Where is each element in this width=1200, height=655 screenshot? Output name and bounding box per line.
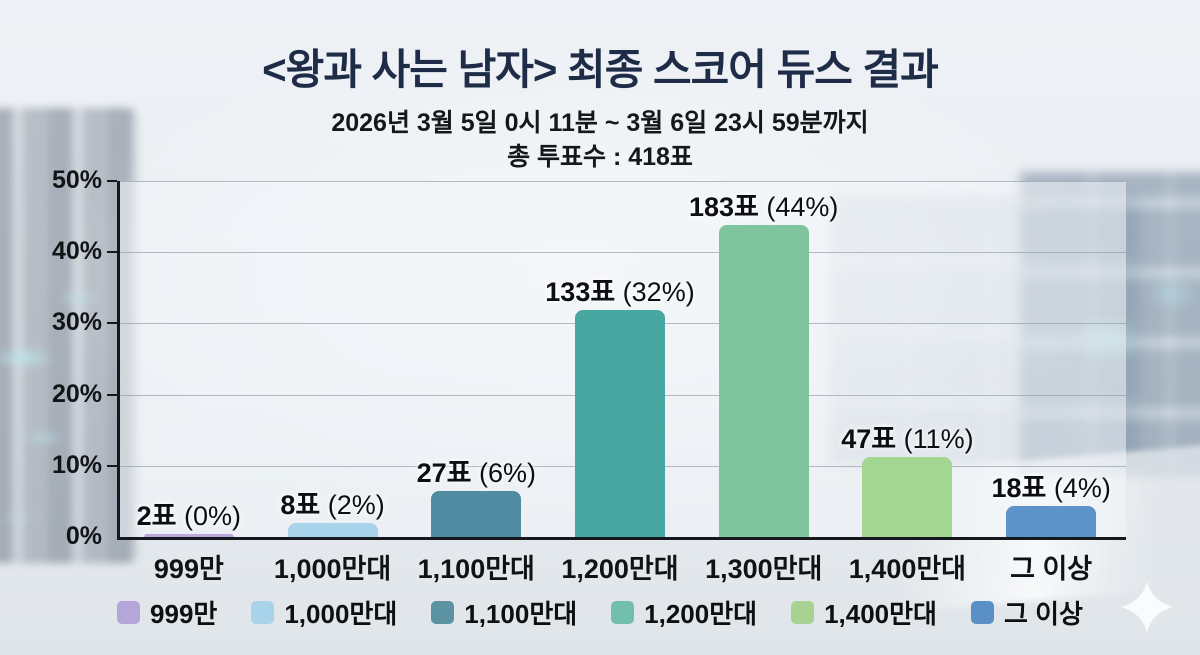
sparkle-icon xyxy=(1121,581,1173,633)
y-axis-tick xyxy=(107,251,117,254)
bar-value-label: 8표 (2%) xyxy=(280,490,385,521)
y-axis-tick xyxy=(107,393,117,396)
bar xyxy=(431,491,522,537)
legend-label: 그 이상 xyxy=(1003,598,1083,629)
bar-value-label: 47표 (11%) xyxy=(841,423,974,454)
bar xyxy=(287,523,378,537)
bar-value-label: 18표 (4%) xyxy=(991,473,1111,504)
legend-label: 999만 xyxy=(150,598,218,629)
bar-value-label: 27표 (6%) xyxy=(416,458,536,488)
x-axis-category-label: 999만 xyxy=(153,554,224,584)
legend-label: 1,400만대 xyxy=(824,598,937,629)
bar xyxy=(862,456,953,537)
y-axis-tick xyxy=(107,322,117,325)
x-axis-category-label: 1,100만대 xyxy=(417,554,535,584)
x-axis-category-label: 1,000만대 xyxy=(273,554,392,584)
bar xyxy=(1006,506,1097,537)
legend-item: 1,200만대 xyxy=(611,594,757,631)
y-axis-label: 50% xyxy=(51,166,102,194)
bar-value-label: 133표 (32%) xyxy=(545,277,695,308)
legend-swatch xyxy=(970,600,994,624)
legend-swatch xyxy=(791,600,815,624)
legend-swatch xyxy=(251,600,275,624)
legend-swatch xyxy=(611,600,635,624)
chart-title: <왕과 사는 남자> 최종 스코어 듀스 결과 xyxy=(262,46,939,93)
legend-label: 1,200만대 xyxy=(644,598,758,629)
legend-label: 1,000만대 xyxy=(284,598,398,629)
bar xyxy=(143,533,234,537)
bar-value-label: 183표 (44%) xyxy=(688,192,839,223)
legend-label: 1,100만대 xyxy=(464,598,578,629)
y-axis-label: 20% xyxy=(51,379,102,408)
bar-value-label: 2표 (0%) xyxy=(136,500,242,531)
legend-item: 999만 xyxy=(117,594,217,631)
x-axis-category-label: 1,200만대 xyxy=(561,554,679,584)
y-axis-tick xyxy=(107,180,117,182)
legend-item: 1,100만대 xyxy=(431,594,577,631)
vote-period: 2026년 3월 5일 0시 11분 ~ 3월 6일 23시 59분까지 xyxy=(331,109,869,137)
bar xyxy=(718,225,809,537)
chart-legend: 999만 1,000만대 1,100만대 1,200만대 1,400만대 그 이상 xyxy=(0,591,1200,633)
legend-swatch xyxy=(117,600,141,624)
bar xyxy=(575,310,665,537)
legend-item: 1,400만대 xyxy=(791,594,937,631)
y-axis-label: 0% xyxy=(65,522,102,550)
y-axis-tick xyxy=(107,464,117,467)
legend-item: 1,000만대 xyxy=(251,594,397,631)
gridline xyxy=(120,181,1126,182)
legend-swatch xyxy=(431,600,455,624)
x-axis-category-label: 1,300만대 xyxy=(705,554,823,584)
total-votes: 총 투표수 : 418표 xyxy=(507,143,693,171)
x-axis-category-label: 1,400만대 xyxy=(848,554,967,584)
y-axis-label: 40% xyxy=(51,237,102,266)
y-axis-label: 10% xyxy=(51,450,102,479)
legend-item: 그 이상 xyxy=(970,594,1083,631)
gridline xyxy=(120,252,1126,254)
x-axis-category-label: 그 이상 xyxy=(1010,554,1093,584)
y-axis-label: 30% xyxy=(51,308,102,337)
